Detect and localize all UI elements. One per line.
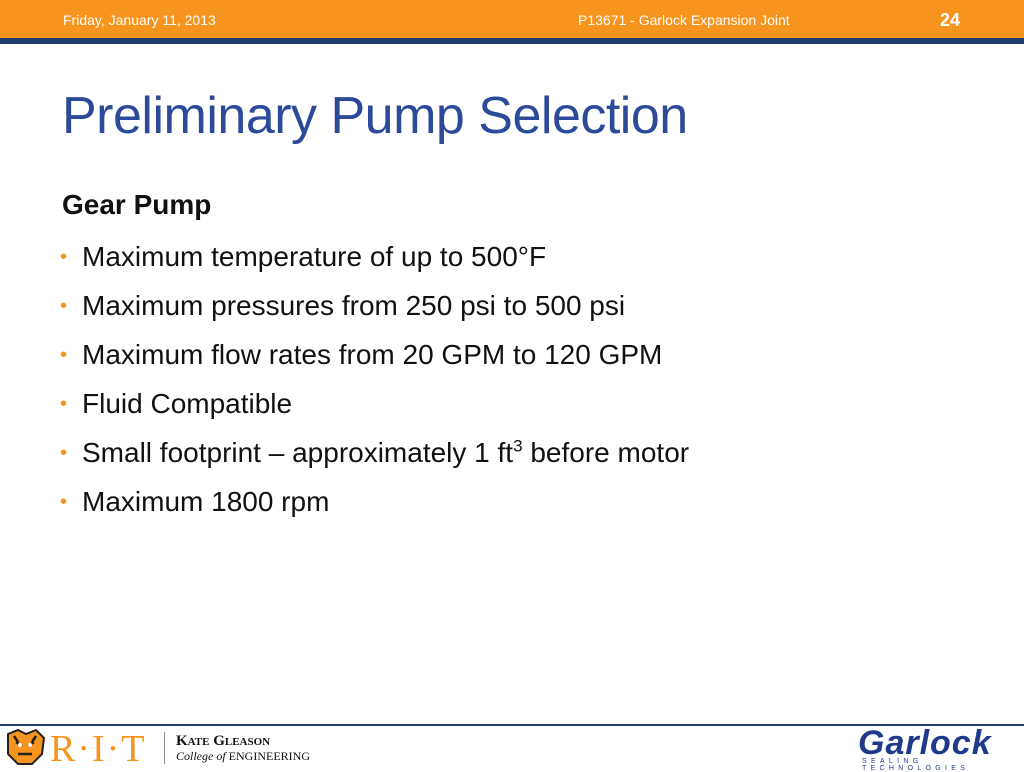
bullet-text: Fluid Compatible bbox=[82, 388, 293, 419]
bullet: • Fluid Compatible bbox=[60, 385, 689, 434]
bullet: • Maximum 1800 rpm bbox=[60, 483, 689, 532]
company-logo: Garlock bbox=[858, 724, 992, 762]
bullet: • Maximum temperature of up to 500°F bbox=[60, 238, 689, 287]
title: Preliminary Pump Selection bbox=[62, 87, 688, 145]
bullet: • Maximum pressures from 250 psi to 500 p… bbox=[60, 287, 689, 336]
bullet-dot: • bbox=[60, 344, 68, 366]
slide-number: 24 bbox=[940, 10, 961, 30]
bullet-list: • Maximum temperature of up to 500°F • Maxi… bbox=[60, 238, 689, 532]
separator bbox=[164, 732, 165, 764]
header-line bbox=[0, 38, 1024, 44]
bullet-text: before motor bbox=[522, 437, 690, 468]
bullet: • Small footprint – approximately 1 ft3 b… bbox=[60, 434, 689, 483]
college-eng: ENGINEERING bbox=[228, 749, 310, 763]
bullet-dot: • bbox=[60, 246, 68, 268]
bullet-dot: • bbox=[60, 393, 68, 415]
bullet-text: Maximum pressures from 250 psi to 500 ps… bbox=[82, 290, 626, 321]
date: Friday, January 11, 2013 bbox=[63, 12, 216, 28]
footer-line bbox=[0, 724, 1024, 726]
subtitle: Gear Pump bbox=[62, 189, 212, 220]
superscript: 3 bbox=[513, 436, 523, 456]
bullet-dot: • bbox=[60, 295, 68, 317]
bullet-dot: • bbox=[60, 442, 68, 464]
college-of: College of bbox=[176, 749, 226, 763]
bullet: • Maximum flow rates from 20 GPM to 120 G… bbox=[60, 336, 689, 385]
company-tagline: SEALING TECHNOLOGIES bbox=[862, 758, 970, 772]
tiger-logo bbox=[7, 728, 46, 765]
header-bar bbox=[0, 0, 1024, 38]
bullet-text: Maximum flow rates from 20 GPM to 120 GP… bbox=[82, 339, 663, 370]
college-line: College of ENGINEERING bbox=[176, 749, 310, 764]
bullet-dot: • bbox=[60, 491, 68, 513]
college-name: Kate Gleason bbox=[176, 733, 271, 749]
project: P13671 - Garlock Expansion Joint bbox=[578, 12, 790, 28]
rit-logo: R·I·T bbox=[50, 728, 147, 770]
bullet-text: Maximum temperature of up to 500°F bbox=[82, 241, 547, 272]
bullet-text: Small footprint – approximately 1 ft bbox=[82, 437, 514, 468]
bullet-text: Maximum 1800 rpm bbox=[82, 486, 330, 517]
